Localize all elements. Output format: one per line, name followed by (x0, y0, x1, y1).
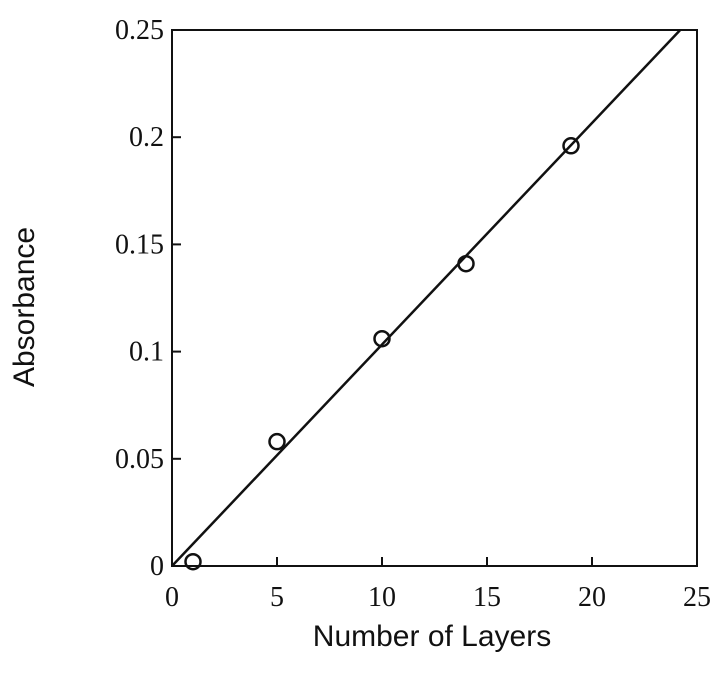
x-tick-label: 20 (578, 582, 606, 613)
y-tick-label: 0.25 (115, 15, 164, 46)
x-axis-title: Number of Layers (313, 620, 551, 653)
x-tick-label: 10 (368, 582, 396, 613)
data-point (268, 432, 286, 451)
y-tick-label: 0.05 (115, 444, 164, 475)
x-tick-label: 15 (473, 582, 501, 613)
data-point (184, 552, 202, 571)
y-tick-label: 0.1 (129, 337, 164, 368)
data-point (457, 254, 475, 273)
x-tick-label: 5 (270, 582, 284, 613)
y-tick-label: 0.2 (129, 122, 164, 153)
y-axis-title: Absorbance (8, 227, 41, 387)
plot-area-frame (171, 29, 698, 567)
x-tick-label: 25 (683, 582, 711, 613)
y-tick-label: 0 (150, 551, 164, 582)
data-point (373, 329, 391, 348)
data-point (562, 137, 580, 155)
x-tick-label: 0 (165, 582, 179, 613)
y-tick-label: 0.15 (115, 229, 164, 260)
fit-line (171, 29, 682, 567)
